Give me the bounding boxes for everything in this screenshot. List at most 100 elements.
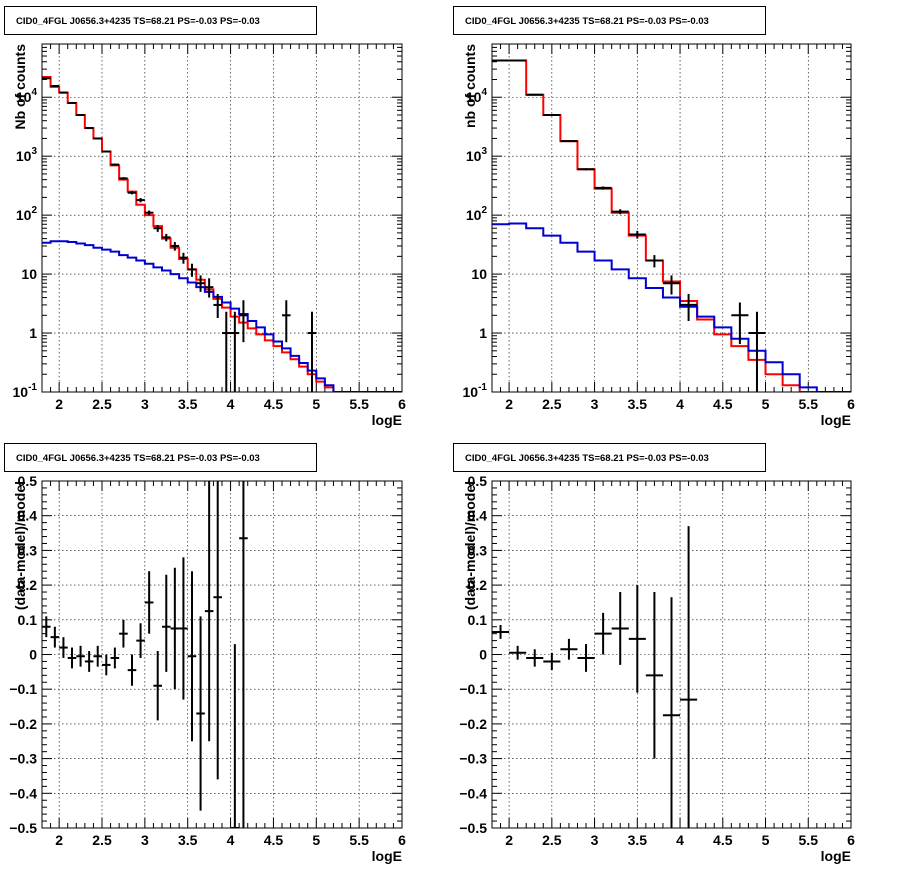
x-tick-label: 2 (55, 832, 63, 848)
data-point (230, 311, 240, 392)
y-tick-label: 103 (16, 146, 38, 164)
y-tick-label: 102 (16, 205, 38, 223)
title-frame (4, 443, 317, 472)
grid (492, 44, 851, 392)
data-point (102, 150, 111, 153)
chart-title-box: CID0_4FGL J0656.3+4235 TS=68.21 PS=-0.03… (453, 6, 766, 35)
data-point (179, 252, 188, 264)
x-tick-label: 5.5 (799, 396, 819, 412)
chart-panel-top-right: 2 2.5 3 3.5 4 4.5 5 5.5 6 10-1 1 10 102 103 104 logE nb … (453, 6, 855, 428)
data-point (230, 644, 240, 828)
axis-ticks (491, 43, 852, 393)
data-point (577, 644, 595, 672)
chart-title: CID0_4FGL J0656.3+4235 TS=68.21 PS=-0.03… (16, 453, 260, 464)
x-tick-label: 4.5 (713, 832, 733, 848)
data-point (611, 209, 629, 215)
title-frame (453, 443, 766, 472)
y-tick-label: 0.2 (468, 577, 488, 593)
data-point (136, 623, 145, 658)
x-tick-label: 4 (227, 832, 235, 848)
chart-panel-bottom-left: 2 2.5 3 3.5 4 4.5 5 5.5 6 −0.5 −0.4 −0.3 −0.2 −0.1 0 0.… (4, 443, 406, 864)
x-tick-label: 2.5 (92, 396, 112, 412)
y-tick-label: −0.5 (9, 820, 37, 836)
plot-area (492, 59, 851, 392)
y-tick-label: 10-1 (463, 382, 488, 400)
x-tick-label: 4 (676, 396, 684, 412)
x-tick-label: 5.5 (799, 832, 819, 848)
data-point (84, 127, 94, 130)
data-point (170, 242, 180, 251)
series-line-0 (492, 59, 851, 392)
data-point (162, 574, 171, 672)
x-tick-label: 4 (676, 832, 684, 848)
data-point (67, 101, 77, 104)
data-point (213, 481, 222, 780)
series-line-1 (492, 222, 851, 392)
y-tick-label: 10 (471, 266, 487, 282)
y-tick-label: 0 (479, 647, 487, 663)
y-tick-label: −0.2 (9, 716, 37, 732)
data-point (187, 571, 197, 742)
y-tick-label: 0.3 (468, 542, 488, 558)
data-point (93, 645, 102, 667)
grid (42, 44, 402, 392)
y-tick-label: 0.5 (18, 473, 38, 489)
data-point (628, 230, 646, 239)
y-tick-label: 0.1 (18, 612, 38, 628)
x-axis-label: logE (821, 412, 851, 428)
data-point (127, 654, 137, 686)
data-point (213, 293, 222, 318)
data-point (50, 626, 60, 648)
data-point (127, 191, 137, 195)
x-tick-label: 6 (847, 396, 855, 412)
data-point (222, 311, 231, 392)
x-tick-label: 3 (591, 396, 599, 412)
data-point (84, 651, 94, 672)
y-tick-label: 0.3 (18, 542, 38, 558)
data-point (611, 592, 629, 665)
chart-title-box: CID0_4FGL J0656.3+4235 TS=68.21 PS=-0.03… (4, 443, 317, 472)
x-tick-label: 5 (312, 832, 320, 848)
y-tick-label: 0.1 (468, 612, 488, 628)
chart-title: CID0_4FGL J0656.3+4235 TS=68.21 PS=-0.03… (465, 16, 709, 27)
data-point (110, 647, 120, 669)
y-tick-label: 0.4 (468, 508, 488, 524)
data-point (196, 616, 205, 811)
data-point (179, 557, 188, 700)
chart-title: CID0_4FGL J0656.3+4235 TS=68.21 PS=-0.03… (465, 453, 709, 464)
y-tick-label: 104 (466, 87, 488, 105)
x-tick-label: 4.5 (264, 832, 284, 848)
data-point (59, 637, 68, 658)
y-axis-label: (data-model)/model (462, 481, 478, 610)
data-point (543, 113, 561, 116)
x-tick-label: 3 (141, 396, 149, 412)
x-tick-label: 4 (227, 396, 235, 412)
data-point (645, 592, 663, 759)
data-point (136, 198, 145, 203)
y-tick-label: 10-1 (13, 382, 38, 400)
data-point (42, 616, 51, 638)
data-point (680, 293, 698, 322)
x-tick-label: 3 (141, 832, 149, 848)
data-point (153, 225, 162, 232)
y-tick-label: −0.4 (459, 785, 487, 801)
data-point (594, 186, 612, 190)
y-tick-label: −0.4 (9, 785, 37, 801)
data-point (645, 255, 663, 268)
data-point (170, 567, 180, 690)
data-point (153, 651, 162, 721)
data-point (144, 210, 154, 216)
grid (42, 481, 402, 828)
x-tick-label: 3.5 (628, 832, 648, 848)
x-tick-label: 3.5 (178, 396, 198, 412)
data-point (196, 275, 205, 292)
x-tick-label: 5 (312, 396, 320, 412)
x-tick-label: 6 (398, 396, 406, 412)
data-point (560, 638, 578, 660)
y-tick-label: 103 (466, 146, 488, 164)
y-axis-label: nb of counts (462, 44, 478, 128)
y-tick-label: 0.4 (18, 508, 38, 524)
data-point (76, 113, 85, 116)
data-point (748, 311, 766, 392)
